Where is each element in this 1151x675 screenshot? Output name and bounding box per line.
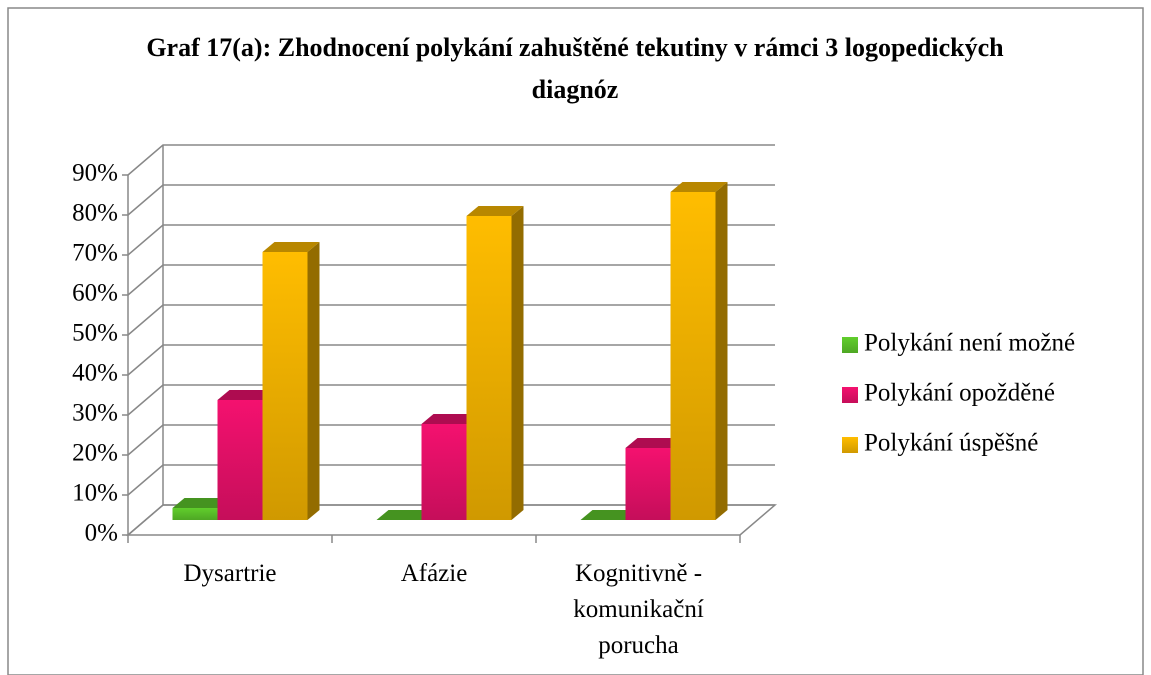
bar-top	[262, 242, 320, 252]
chart-title: Graf 17(a): Zhodnocení polykání zahuštěn…	[146, 33, 1004, 104]
bar	[172, 498, 230, 520]
bar-front	[262, 252, 308, 520]
grid-line	[127, 384, 775, 416]
legend-swatch	[842, 337, 858, 353]
bar-top	[172, 498, 230, 508]
y-tick-label: 90%	[72, 160, 118, 187]
x-tick-label: Kognitivně - komunikační porucha	[573, 560, 704, 659]
y-tick-label: 20%	[72, 440, 118, 467]
y-tick-label: 60%	[72, 280, 118, 307]
grid-line	[127, 504, 775, 536]
bar-front	[625, 448, 671, 520]
bar-side	[511, 206, 524, 520]
grid-line	[127, 224, 775, 256]
grid-line	[127, 144, 775, 176]
bar	[262, 242, 320, 520]
legend-swatch	[842, 387, 858, 403]
grid-line	[127, 264, 775, 296]
bar-side	[715, 182, 728, 520]
legend-label: Polykání opožděné	[864, 380, 1055, 407]
x-tick-label: Afázie	[400, 560, 468, 587]
bar-top	[376, 510, 434, 520]
grid-line	[127, 304, 775, 336]
legend-label: Polykání není možné	[864, 330, 1075, 357]
bar-top	[421, 414, 479, 424]
bar	[670, 182, 728, 520]
bar-front	[421, 424, 467, 520]
grid-line	[127, 464, 775, 496]
bar-top	[217, 390, 275, 400]
bar-side	[307, 242, 320, 520]
y-tick-label: 50%	[72, 320, 118, 347]
bar-top	[670, 182, 728, 192]
bar	[466, 206, 524, 520]
legend-swatch	[842, 437, 858, 453]
bar-top	[625, 438, 683, 448]
bar-top	[466, 206, 524, 216]
legend-label: Polykání úspěšné	[864, 430, 1038, 457]
bar-front	[466, 216, 512, 520]
y-tick-label: 0%	[85, 520, 118, 547]
grid-line	[127, 184, 775, 216]
bar-front	[670, 192, 716, 520]
grid-line	[127, 424, 775, 456]
bar-front	[217, 400, 263, 520]
bar-front	[172, 508, 218, 520]
bar-top	[580, 510, 638, 520]
y-tick-label: 80%	[72, 200, 118, 227]
chart-border	[7, 7, 1144, 675]
grid-line	[127, 344, 775, 376]
bar	[376, 510, 434, 520]
bar	[580, 510, 638, 520]
y-tick-label: 70%	[72, 240, 118, 267]
y-tick-label: 10%	[72, 480, 118, 507]
y-tick-label: 40%	[72, 360, 118, 387]
x-tick-label: Dysartrie	[183, 560, 277, 587]
y-tick-label: 30%	[72, 400, 118, 427]
